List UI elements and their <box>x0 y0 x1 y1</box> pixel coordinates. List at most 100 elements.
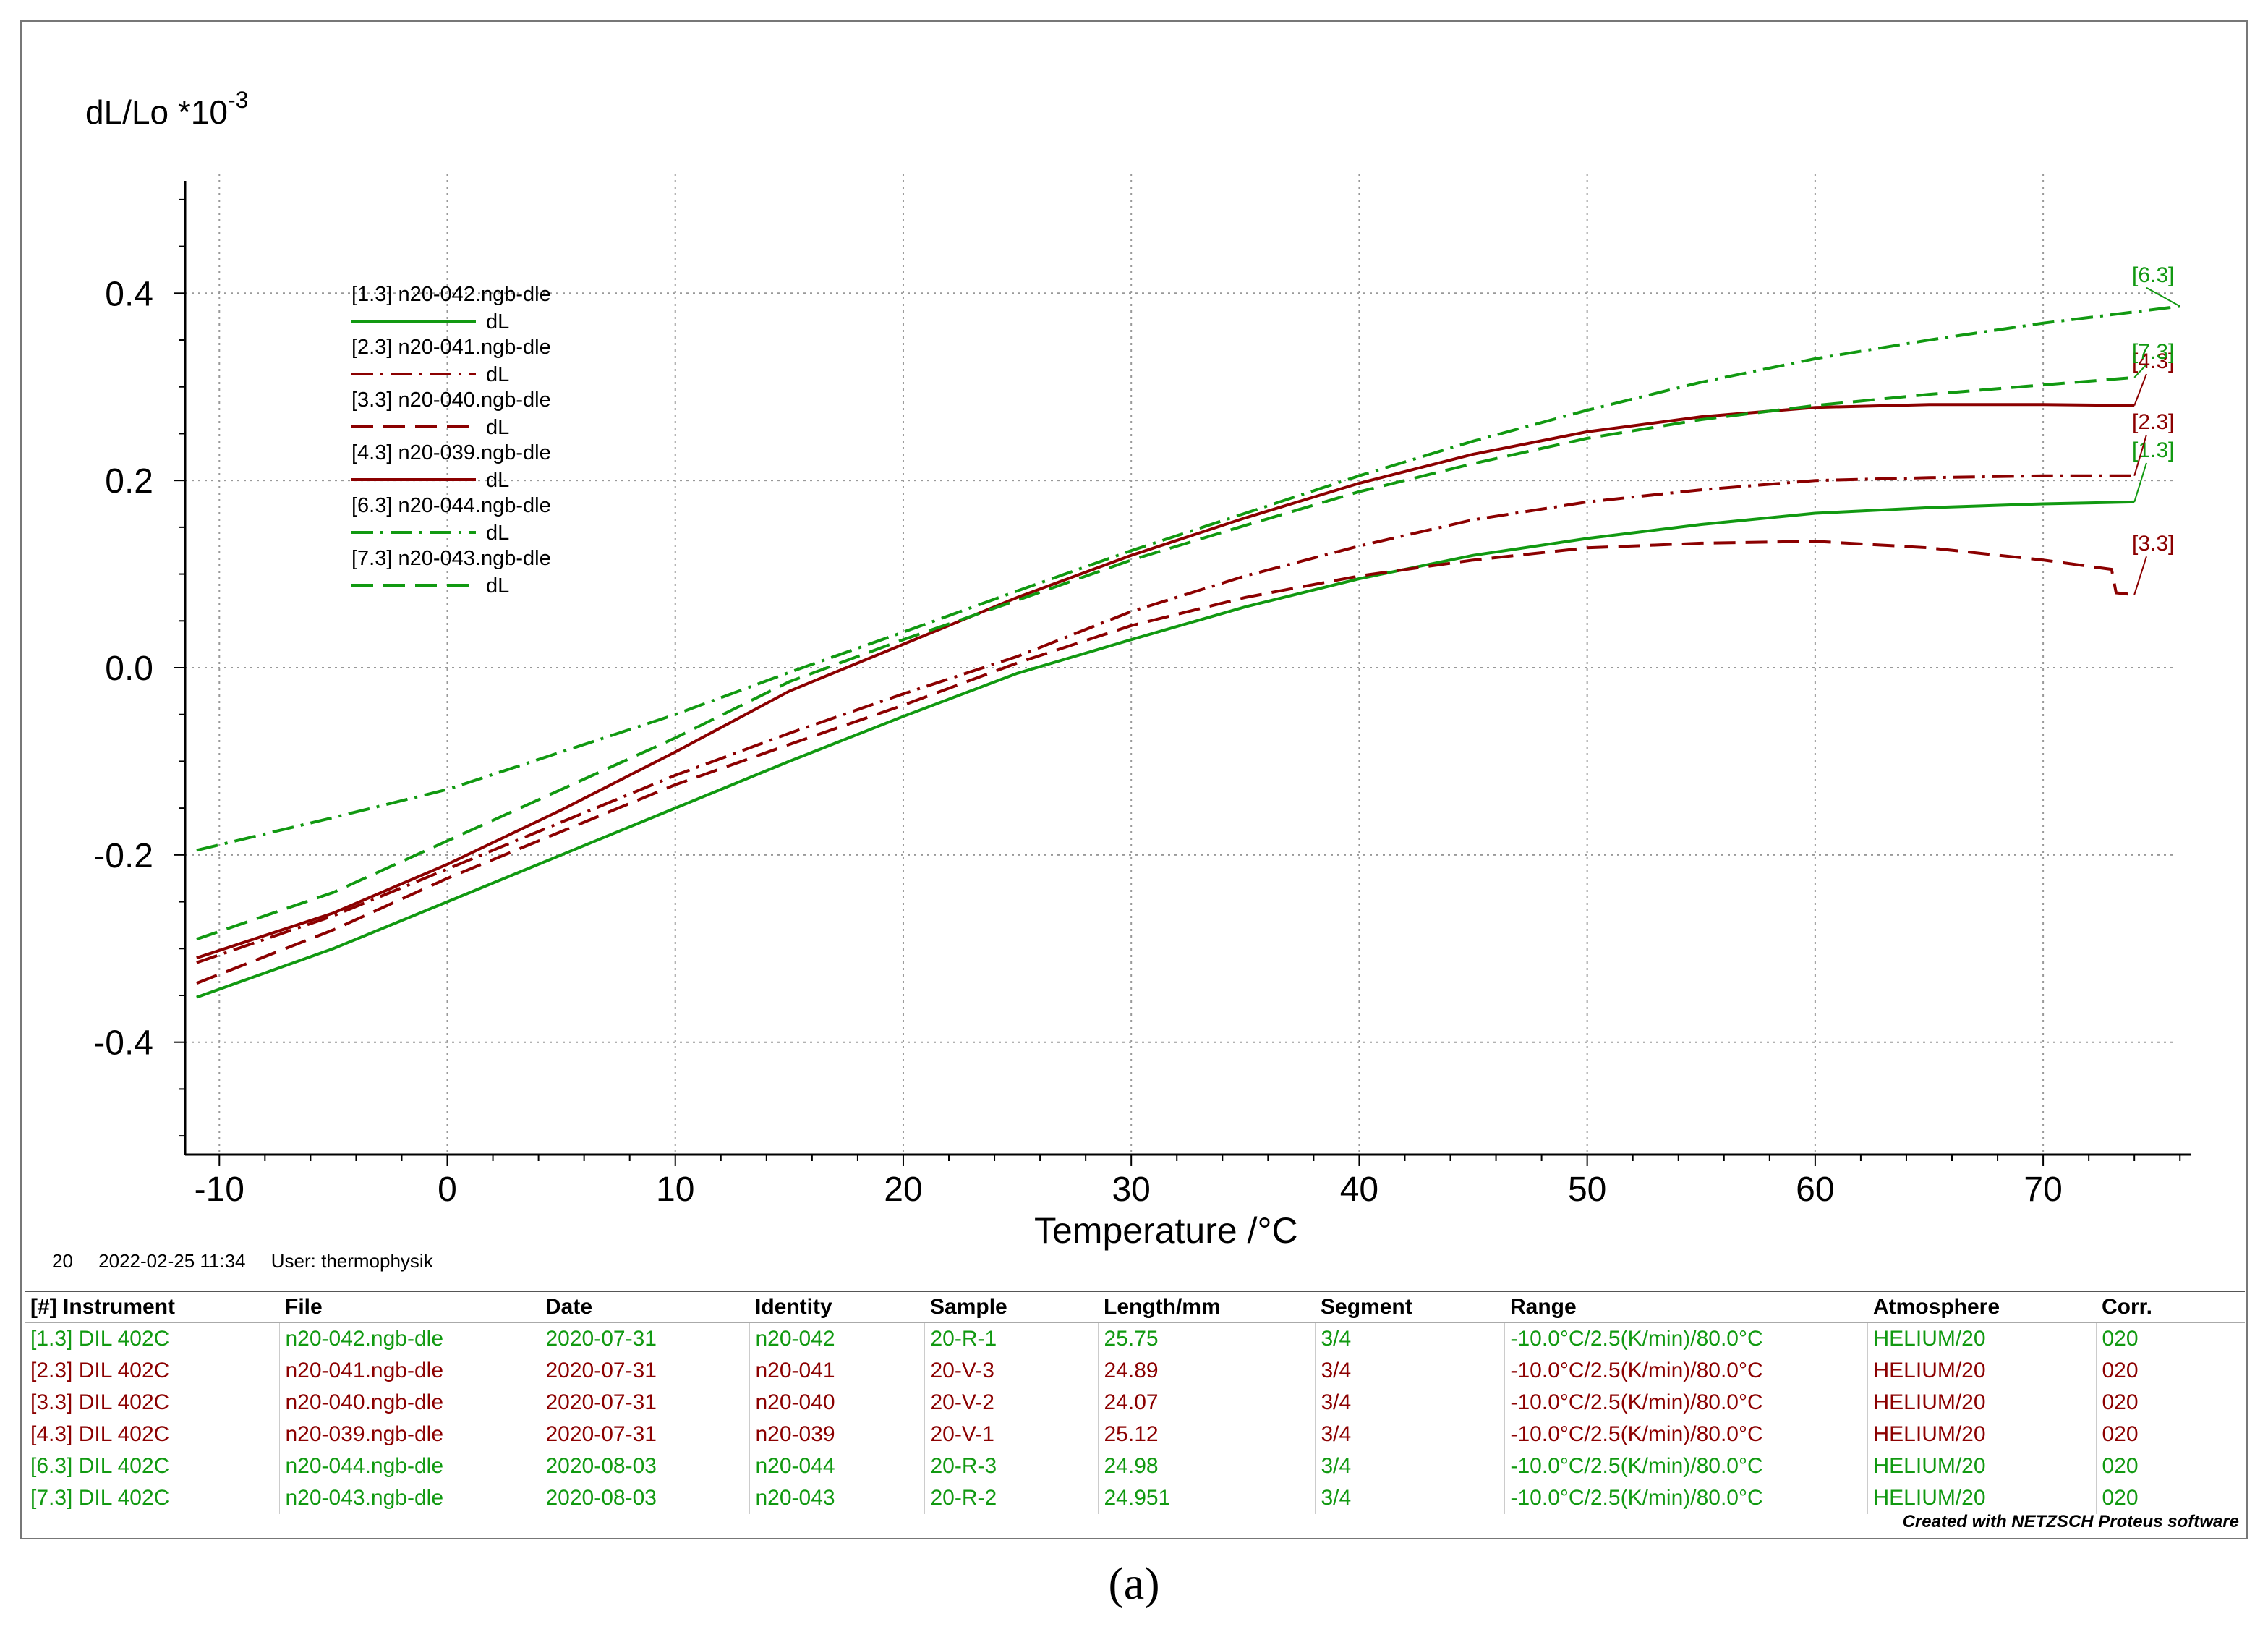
table-cell: HELIUM/20 <box>1867 1482 2096 1514</box>
table-cell: [3.3] DIL 402C <box>30 1390 170 1414</box>
legend-series-label: dL <box>486 416 509 439</box>
series-line-2-3 <box>196 474 2135 964</box>
end-tag-4-3: [4.3] <box>2132 349 2174 373</box>
y-tick-label: 0.2 <box>105 462 153 501</box>
legend-file-label: [1.3] n20-042.ngb-dle <box>351 283 551 306</box>
table-row: [2.3] DIL 402C n20-041.ngb-dle 2020-07-31 n… <box>25 1355 2245 1387</box>
y-tick-label: -0.2 <box>93 837 153 875</box>
table-cell: n20-042 <box>749 1322 924 1355</box>
table-cell: -10.0°C/2.5(K/min)/80.0°C <box>1504 1450 1867 1482</box>
x-tick-label: 70 <box>2024 1170 2062 1209</box>
table-cell: -10.0°C/2.5(K/min)/80.0°C <box>1504 1387 1867 1419</box>
x-tick-label: 50 <box>1568 1170 1606 1209</box>
legend-file-label: [7.3] n20-043.ngb-dle <box>351 547 551 570</box>
table-cell: 20-V-3 <box>924 1355 1098 1387</box>
end-tag-leader <box>2133 364 2147 378</box>
end-tag-leader <box>2133 373 2147 406</box>
table-cell: 3/4 <box>1314 1419 1504 1450</box>
x-tick-label: 0 <box>438 1170 457 1209</box>
series-line-1-3 <box>196 500 2135 999</box>
table-row: [4.3] DIL 402C n20-039.ngb-dle 2020-07-31 n… <box>25 1419 2245 1450</box>
table-cell: 20-V-1 <box>924 1419 1098 1450</box>
legend-series-label: dL <box>486 574 509 598</box>
table-cell: -10.0°C/2.5(K/min)/80.0°C <box>1504 1355 1867 1387</box>
table-row: [1.3] DIL 402C n20-042.ngb-dle 2020-07-31 n… <box>25 1322 2245 1355</box>
table-cell: 3/4 <box>1314 1355 1504 1387</box>
x-axis-label: Temperature /°C <box>1034 1210 1298 1251</box>
table-cell: 20-R-2 <box>924 1482 1098 1514</box>
end-tag-6-3: [6.3] <box>2132 263 2174 287</box>
table-header-cell: Date <box>540 1291 749 1323</box>
series-line-7-3 <box>196 375 2135 941</box>
table-row: [6.3] DIL 402C n20-044.ngb-dle 2020-08-03 n… <box>25 1450 2245 1482</box>
table-header-cell: Length/mm <box>1098 1291 1315 1323</box>
y-tick-label: 0.0 <box>105 650 153 688</box>
table-cell: n20-044.ngb-dle <box>278 1450 540 1482</box>
table-cell: n20-043.ngb-dle <box>278 1482 540 1514</box>
run-datetime: 2022-02-25 11:34 <box>98 1250 246 1272</box>
table-cell: 2020-08-03 <box>539 1450 749 1482</box>
table-cell: 3/4 <box>1314 1450 1504 1482</box>
x-tick-label: -10 <box>195 1170 244 1209</box>
table-row: [7.3] DIL 402C n20-043.ngb-dle 2020-08-03 n… <box>25 1482 2245 1514</box>
x-tick-label: 10 <box>656 1170 694 1209</box>
table-header-row: [#] Instrument File Date Identity Sample Leng… <box>25 1291 2245 1323</box>
table-cell: [2.3] DIL 402C <box>30 1359 170 1382</box>
table-cell: n20-039.ngb-dle <box>278 1419 540 1450</box>
table-cell: 020 <box>2095 1322 2245 1355</box>
table-cell: [4.3] DIL 402C <box>30 1422 170 1446</box>
legend-file-label: [3.3] n20-040.ngb-dle <box>351 388 551 412</box>
table-cell: [6.3] DIL 402C <box>30 1454 170 1478</box>
x-tick-label: 30 <box>1112 1170 1150 1209</box>
table-header-cell: Atmosphere <box>1867 1291 2096 1323</box>
run-user: User: thermophysik <box>270 1250 433 1272</box>
table-cell: n20-039 <box>749 1419 924 1450</box>
end-tag-7-3: [7.3] <box>2132 340 2174 364</box>
table-cell: n20-041 <box>749 1355 924 1387</box>
table-header-cell: [#] Instrument <box>25 1291 279 1323</box>
table-cell: 24.951 <box>1097 1482 1315 1514</box>
table-cell: HELIUM/20 <box>1867 1450 2096 1482</box>
figure-caption: (a) <box>1108 1557 1160 1609</box>
end-tag-1-3: [1.3] <box>2132 438 2174 462</box>
table-header-cell: File <box>279 1291 540 1323</box>
table-cell: -10.0°C/2.5(K/min)/80.0°C <box>1504 1419 1867 1450</box>
table-cell: 020 <box>2095 1450 2245 1482</box>
run-info-line: 20 2022-02-25 11:34 User: thermophysik <box>52 1250 453 1272</box>
y-tick-label: -0.4 <box>93 1024 153 1063</box>
table-cell: 20-R-3 <box>924 1450 1098 1482</box>
table-cell: 24.07 <box>1097 1387 1315 1419</box>
table-header-cell: Segment <box>1315 1291 1504 1323</box>
legend-file-label: [2.3] n20-041.ngb-dle <box>351 336 551 359</box>
table-cell: -10.0°C/2.5(K/min)/80.0°C <box>1504 1322 1867 1355</box>
table-cell: 3/4 <box>1314 1387 1504 1419</box>
table-cell: [7.3] DIL 402C <box>30 1486 170 1510</box>
table-header-cell: Range <box>1504 1291 1867 1323</box>
y-axis-label: dL/Lo *10-3 <box>85 87 249 131</box>
table-cell: 25.12 <box>1097 1419 1315 1450</box>
legend-file-label: [4.3] n20-039.ngb-dle <box>351 441 551 464</box>
end-tag-leader <box>2133 434 2147 476</box>
table-cell: 24.98 <box>1097 1450 1315 1482</box>
table-cell: HELIUM/20 <box>1867 1419 2096 1450</box>
table-cell: 2020-07-31 <box>539 1387 749 1419</box>
software-credit: Created with NETZSCH Proteus software <box>1902 1512 2239 1531</box>
end-tag-2-3: [2.3] <box>2132 410 2174 434</box>
table-cell: 2020-07-31 <box>539 1355 749 1387</box>
table-header-cell: Identity <box>749 1291 924 1323</box>
table-row: [3.3] DIL 402C n20-040.ngb-dle 2020-07-31 n… <box>25 1387 2245 1419</box>
legend-series-label: dL <box>486 363 509 386</box>
x-tick-label: 60 <box>1796 1170 1834 1209</box>
table-cell: n20-041.ngb-dle <box>278 1355 540 1387</box>
series-line-3-3 <box>196 540 2135 985</box>
series-line-4-3 <box>196 403 2135 960</box>
table-cell: 3/4 <box>1314 1322 1504 1355</box>
series-line-6-3 <box>196 305 2180 852</box>
table-header-cell: Corr. <box>2096 1291 2245 1323</box>
table-cell: HELIUM/20 <box>1867 1387 2096 1419</box>
table-cell: 20-R-1 <box>924 1322 1098 1355</box>
table-cell: [1.3] DIL 402C <box>30 1327 170 1351</box>
y-tick-label: 0.4 <box>105 275 153 313</box>
run-number: 20 <box>52 1250 73 1272</box>
table-cell: HELIUM/20 <box>1867 1355 2096 1387</box>
